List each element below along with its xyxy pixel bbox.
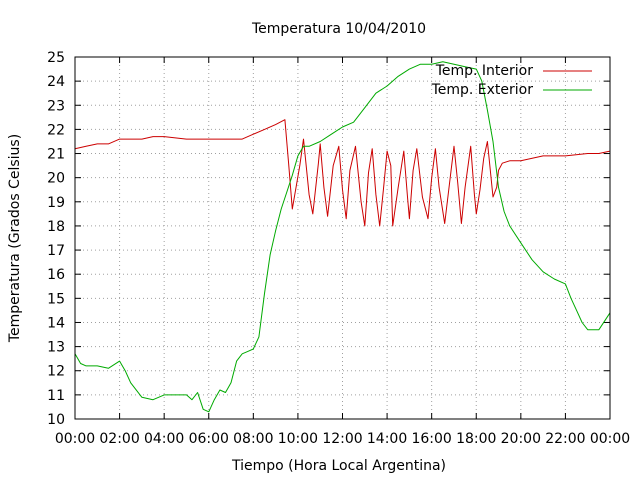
- x-axis-label: Tiempo (Hora Local Argentina): [231, 458, 446, 474]
- x-tick-label: 06:00: [189, 431, 229, 447]
- x-tick-label: 12:00: [322, 431, 362, 447]
- series-line-temp-interior: [74, 119, 611, 227]
- x-tick-label: 16:00: [411, 431, 451, 447]
- y-tick-label: 14: [47, 315, 65, 331]
- x-tick-label: 10:00: [278, 431, 318, 447]
- y-tick-label: 19: [47, 195, 65, 211]
- x-tick-label: 04:00: [144, 431, 184, 447]
- y-tick-label: 11: [47, 388, 65, 404]
- x-tick-label: 08:00: [233, 431, 273, 447]
- x-tick-label: 22:00: [545, 431, 585, 447]
- y-tick-label: 12: [47, 364, 65, 380]
- y-tick-label: 17: [47, 243, 65, 259]
- x-tick-label: 20:00: [501, 431, 541, 447]
- series-line-temp-exterior: [74, 61, 611, 413]
- x-tick-label: 18:00: [456, 431, 496, 447]
- legend: Temp. Interior Temp. Exterior: [431, 63, 592, 98]
- y-tick-label: 23: [47, 98, 65, 114]
- legend-label-temp-interior: Temp. Interior: [435, 63, 534, 79]
- x-axis-tick-labels: 00:00 02:00 04:00 06:00 08:00 10:00 12:00 14:00…: [55, 431, 630, 447]
- series-lines: [74, 61, 611, 413]
- y-axis-tick-labels: 10 11 12 13 14 15 16 17 18 19 20 21 22 23 24 25: [47, 50, 65, 428]
- y-tick-label: 18: [47, 219, 65, 235]
- plot-area-border: [74, 56, 611, 420]
- y-tick-label: 25: [47, 50, 65, 66]
- legend-label-temp-exterior: Temp. Exterior: [431, 82, 534, 98]
- y-tick-label: 20: [47, 171, 65, 187]
- y-tick-label: 21: [47, 147, 65, 163]
- x-tick-label: 14:00: [367, 431, 407, 447]
- y-tick-label: 13: [47, 340, 65, 356]
- x-tick-label: 00:00: [590, 431, 630, 447]
- y-tick-label: 16: [47, 267, 65, 283]
- y-tick-label: 22: [47, 122, 65, 138]
- y-tick-label: 15: [47, 291, 65, 307]
- y-tick-label: 10: [47, 412, 65, 428]
- grid-lines: [75, 57, 610, 419]
- x-tick-label: 02:00: [99, 431, 139, 447]
- y-axis-label: Temperatura (Grados Celsius): [7, 134, 23, 343]
- x-tick-label: 00:00: [55, 431, 95, 447]
- y-tick-label: 24: [47, 74, 65, 90]
- chart-title: Temperatura 10/04/2010: [251, 21, 426, 37]
